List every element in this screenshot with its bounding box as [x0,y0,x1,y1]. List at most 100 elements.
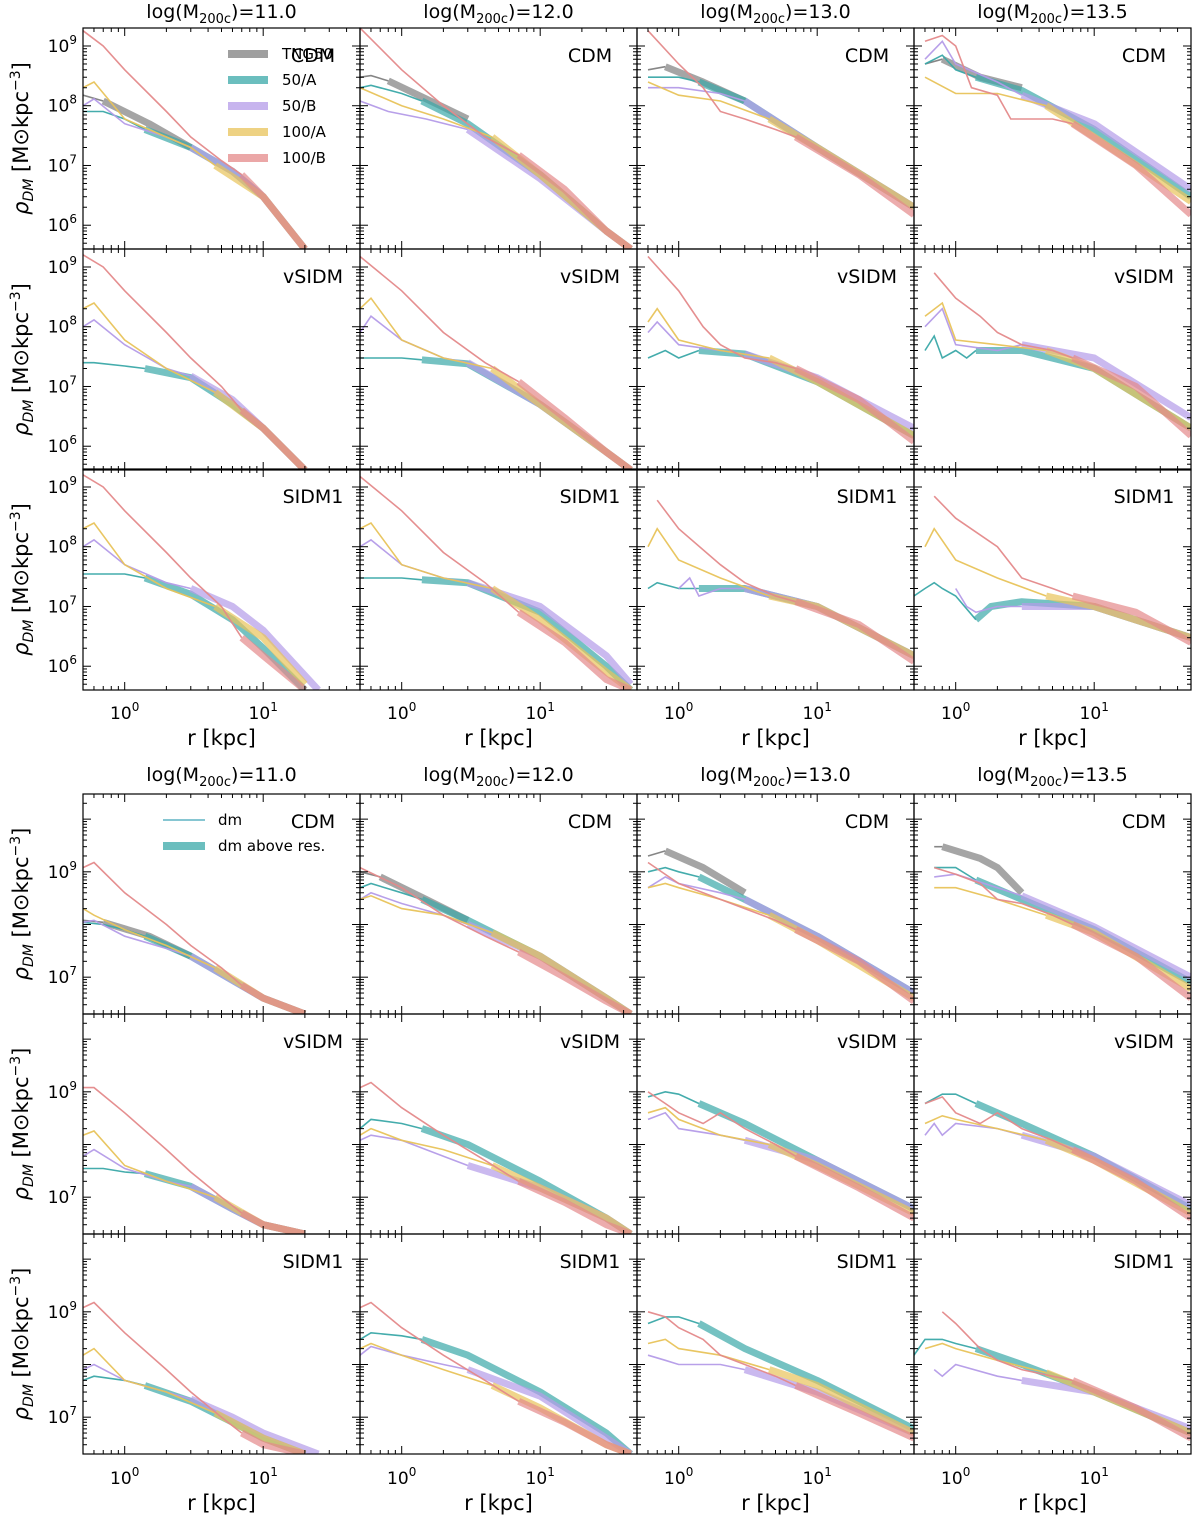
series-line-100-b [924,1095,1074,1151]
column-title: log(M200c)=13.5 [977,1,1127,27]
series-line-100-a [647,81,770,120]
column-title: log(M200c)=12.0 [423,1,573,27]
series-line-100-a [360,1342,493,1387]
series-line-50-b [924,39,1023,96]
series-line-above-res-100-b [1071,1146,1191,1222]
column-title: log(M200c)=13.0 [700,1,850,27]
series-line-above-res-50-a [143,126,308,249]
series-line-100-a [924,527,1047,597]
y-tick-label: 109 [48,474,77,498]
series-line-tng50 [647,850,666,857]
x-tick-label: 100 [664,700,693,724]
model-label: CDM [1122,45,1166,67]
y-tick-label: 106 [48,433,77,457]
series-line-100-b [83,861,243,986]
series-line-100-b [647,30,796,138]
series-line-50-a [924,1093,977,1105]
series-line-50-b [83,1148,191,1188]
panel-curves-bottom-sidm1-0 [83,1301,320,1454]
panel-frame [913,468,1192,691]
series-line-50-a [647,1316,700,1325]
series-line-100-a [83,1347,216,1414]
panel-curves-top-cdm-2 [647,30,914,218]
model-label: CDM [291,45,335,67]
series-line-50-a [83,573,146,579]
x-tick-label: 101 [249,1465,278,1489]
panel-curves-bottom-sidm1-2 [647,1311,914,1442]
series-line-above-res-100-b [794,1382,914,1442]
model-label: CDM [845,811,889,833]
panel-frame [82,793,361,1015]
y-tick-label: 108 [48,534,77,558]
panel-curves-top-cdm-0 [83,30,308,249]
x-tick-label: 101 [1080,1465,1109,1489]
panel-curves-bottom-vsidm-0 [83,1086,306,1234]
series-line-above-res-100-b [239,172,308,249]
series-line-100-a [360,296,493,370]
y-tick-label: 107 [48,1404,77,1428]
series-line-50-a [83,1167,145,1175]
series-line-50-b [83,538,191,590]
series-line-above-res-100-b [516,152,633,249]
series-line-100-b [360,1301,520,1402]
series-line-50-a [647,866,700,878]
model-label: CDM [1122,811,1166,833]
series-line-100-a [83,80,216,167]
series-line-100-b [83,254,243,411]
series-line-50-b [647,1354,745,1371]
series-line-above-res-100-b [1071,1377,1191,1442]
y-axis-label: ρDM [M⊙kpc−3] [8,503,37,656]
x-tick-label: 100 [387,1465,416,1489]
x-tick-label: 100 [110,700,139,724]
panel-curves-top-cdm-3 [924,34,1191,218]
model-label: vSIDM [283,1031,343,1053]
series-line-50-a [924,334,977,360]
panel-curves-bottom-vsidm-2 [647,1090,914,1222]
series-line-tng50 [647,65,666,71]
column-title: log(M200c)=13.0 [700,764,850,790]
series-line-above-res-100-b [240,1429,306,1454]
y-tick-label: 106 [48,212,77,236]
model-label: CDM [291,811,335,833]
y-tick-label: 109 [48,1299,77,1323]
series-line-above-res-100-b [794,365,914,445]
model-label: CDM [568,45,612,67]
series-line-50-b [648,86,746,102]
model-label: SIDM1 [560,486,621,508]
panel-curves-bottom-sidm1-1 [360,1301,633,1454]
panel-frame [913,1233,1192,1455]
series-line-50-a [83,361,145,370]
series-line-100-a [360,1127,493,1167]
series-line-50-a [360,84,423,102]
series-line-100-b [83,1301,243,1434]
y-axis-label: ρDM [M⊙kpc−3] [8,283,37,436]
x-tick-label: 100 [941,1465,970,1489]
series-line-50-a [647,1090,700,1105]
series-line-100-b [647,255,796,370]
series-line-tng50 [83,919,104,924]
series-line-50-b [678,576,745,597]
series-line-tng50 [360,74,389,82]
y-tick-label: 108 [48,93,77,117]
series-line-100-b [360,255,520,383]
x-axis-label: r [kpc] [741,726,810,750]
series-line-100-a [924,301,1047,352]
legend-label: TNG50 [281,45,333,63]
y-tick-label: 109 [48,1079,77,1103]
y-tick-label: 109 [48,859,77,883]
panel-curves-bottom-cdm-2 [647,847,914,1005]
series-line-100-b [83,30,243,176]
series-line-50-b [924,1122,1023,1137]
series-line-50-a [360,1118,423,1130]
legend-bottom: dm dm above res. [163,811,325,855]
model-label: SIDM1 [837,1251,898,1273]
series-line-100-b [933,495,1073,597]
x-axis-label: r [kpc] [1018,726,1087,750]
series-line-50-b [83,919,192,957]
series-line-above-res-100-b [1070,120,1191,218]
x-tick-label: 101 [803,1465,832,1489]
model-label: SIDM1 [283,1251,344,1273]
series-line-50-a [360,882,423,901]
series-line-100-a [360,86,493,138]
series-line-above-res-100-b [793,133,914,218]
